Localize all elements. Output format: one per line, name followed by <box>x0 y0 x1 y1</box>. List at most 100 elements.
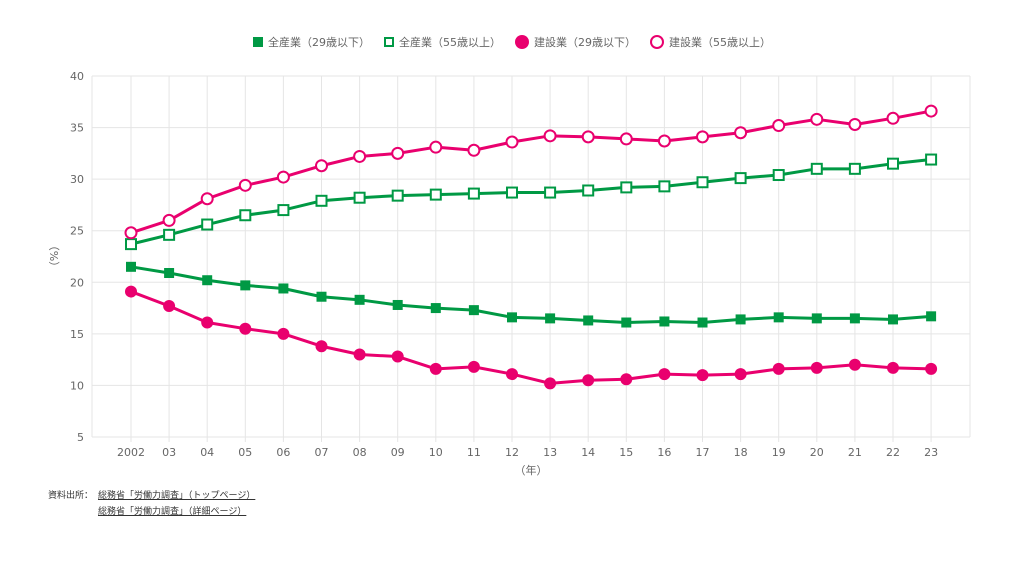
x-tick-label: 22 <box>886 446 900 459</box>
data-point <box>430 303 441 314</box>
x-tick-label: 05 <box>238 446 252 459</box>
data-point <box>887 361 899 374</box>
legend-swatch-square-open <box>384 37 394 47</box>
data-point <box>925 362 938 375</box>
source-note: 資料出所： 総務省「労働力調査」（トップページ） 総務省「労働力調査」（詳細ページ… <box>48 488 255 520</box>
x-tick-label: 09 <box>391 446 405 459</box>
y-tick-label: 5 <box>77 431 84 444</box>
data-point <box>467 187 480 200</box>
y-tick-label: 25 <box>70 225 84 238</box>
data-point <box>315 340 328 353</box>
data-point <box>315 159 328 173</box>
source-label: 資料出所： <box>48 491 94 501</box>
data-point <box>810 112 824 126</box>
data-point <box>620 373 633 386</box>
data-point <box>200 192 214 206</box>
data-point <box>925 153 938 166</box>
data-point <box>505 135 519 149</box>
data-point <box>125 238 137 251</box>
data-point <box>392 299 403 310</box>
data-point <box>582 184 595 197</box>
data-point <box>772 119 786 133</box>
data-point <box>734 368 747 381</box>
data-point <box>888 314 898 325</box>
x-tick-label: 20 <box>810 446 824 459</box>
x-axis-label: （年） <box>515 463 548 477</box>
data-point <box>391 350 404 363</box>
x-tick-label: 2002 <box>117 446 145 459</box>
data-point <box>429 188 442 201</box>
series-line <box>130 265 932 325</box>
source-link-detail[interactable]: 総務省「労働力調査」（詳細ページ） <box>98 507 247 517</box>
x-tick-label: 04 <box>200 446 214 459</box>
data-point <box>201 218 214 231</box>
x-tick-label: 14 <box>581 446 595 459</box>
x-tick-label: 17 <box>696 446 710 459</box>
data-point <box>621 317 632 328</box>
data-point <box>124 226 138 240</box>
data-point <box>848 117 862 131</box>
legend-item[interactable]: 建設業（29歳以下） <box>515 34 636 50</box>
data-point <box>772 362 785 375</box>
series-line <box>130 158 932 246</box>
x-tick-label: 19 <box>772 446 786 459</box>
data-point <box>696 130 709 144</box>
data-point <box>126 261 136 272</box>
source-link-top[interactable]: 総務省「労働力調査」（トップページ） <box>98 491 256 501</box>
data-point <box>772 169 785 182</box>
data-point <box>583 315 594 326</box>
data-point <box>735 314 746 325</box>
data-point <box>162 213 176 227</box>
data-point <box>848 358 861 371</box>
data-point <box>849 313 860 324</box>
legend-item[interactable]: 全産業（55歳以上） <box>384 34 501 50</box>
data-point <box>391 146 405 160</box>
series-line <box>130 109 932 235</box>
data-point <box>506 186 518 199</box>
legend-swatch-circle-open <box>650 35 664 49</box>
legend-swatch-circle-filled <box>515 35 529 49</box>
legend-item[interactable]: 全産業（29歳以下） <box>253 34 370 50</box>
data-point <box>202 275 213 286</box>
legend-label: 建設業（29歳以下） <box>534 36 636 49</box>
data-point <box>391 189 404 202</box>
data-point <box>163 300 176 313</box>
x-tick-label: 06 <box>276 446 290 459</box>
data-point <box>276 170 290 184</box>
data-point <box>734 172 747 185</box>
x-tick-label: 18 <box>734 446 748 459</box>
data-point <box>239 322 252 335</box>
data-point <box>543 129 557 143</box>
x-tick-label: 13 <box>543 446 557 459</box>
y-tick-label: 10 <box>70 379 84 392</box>
data-point <box>354 294 365 305</box>
legend-swatch-square-filled <box>253 37 263 47</box>
x-tick-label: 07 <box>315 446 329 459</box>
x-tick-label: 23 <box>924 446 938 459</box>
data-point <box>696 369 709 382</box>
chart-legend: 全産業（29歳以下） 全産業（55歳以上） 建設業（29歳以下） 建設業（55歳… <box>0 34 1024 50</box>
data-point <box>277 204 290 217</box>
data-point <box>468 305 479 316</box>
data-point <box>582 374 595 387</box>
data-point <box>429 140 443 154</box>
data-point <box>657 134 671 148</box>
legend-item[interactable]: 建設業（55歳以上） <box>650 34 771 50</box>
data-point <box>658 368 671 381</box>
data-point <box>163 228 176 241</box>
series-line <box>130 290 932 385</box>
x-tick-label: 12 <box>505 446 519 459</box>
data-point <box>810 361 823 374</box>
data-point <box>201 316 214 329</box>
data-point <box>581 130 595 144</box>
legend-label: 全産業（55歳以上） <box>399 36 501 49</box>
x-tick-label: 15 <box>619 446 633 459</box>
data-point <box>887 157 899 170</box>
data-point <box>507 312 517 323</box>
data-point <box>467 143 481 157</box>
data-point <box>926 311 937 322</box>
data-point <box>544 377 557 390</box>
data-point <box>619 132 633 146</box>
data-point <box>886 111 900 125</box>
